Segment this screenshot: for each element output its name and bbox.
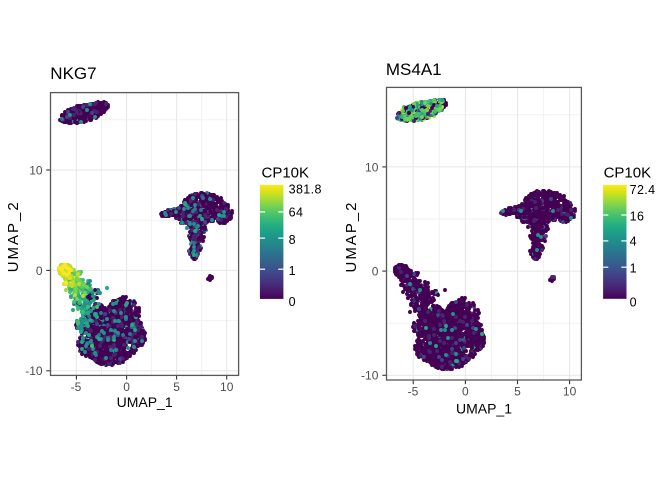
svg-text:10: 10 <box>220 380 234 394</box>
svg-text:-5: -5 <box>408 385 419 399</box>
svg-text:-10: -10 <box>361 369 379 383</box>
svg-text:1: 1 <box>630 262 637 276</box>
svg-text:MS4A1: MS4A1 <box>386 60 442 79</box>
svg-text:0: 0 <box>289 295 296 309</box>
svg-text:0: 0 <box>372 264 379 278</box>
svg-text:64: 64 <box>289 206 304 220</box>
svg-text:16: 16 <box>630 209 645 223</box>
svg-text:-5: -5 <box>71 380 82 394</box>
svg-text:10: 10 <box>563 385 577 399</box>
svg-text:0: 0 <box>123 380 130 394</box>
svg-text:10: 10 <box>29 163 43 177</box>
svg-text:5: 5 <box>514 385 521 399</box>
svg-text:5: 5 <box>173 380 180 394</box>
svg-text:-10: -10 <box>25 364 43 378</box>
svg-text:0: 0 <box>630 295 637 309</box>
svg-text:1: 1 <box>289 264 296 278</box>
svg-text:CP10K: CP10K <box>604 165 652 182</box>
svg-text:UMAP_1: UMAP_1 <box>117 394 173 410</box>
svg-text:8: 8 <box>289 233 296 247</box>
svg-text:CP10K: CP10K <box>262 165 310 182</box>
svg-text:UMAP_2: UMAP_2 <box>5 200 22 272</box>
svg-text:0: 0 <box>36 264 43 278</box>
svg-text:UMAP_1: UMAP_1 <box>456 400 512 416</box>
svg-text:381.8: 381.8 <box>289 183 322 197</box>
svg-text:NKG7: NKG7 <box>50 64 96 83</box>
svg-text:72.4: 72.4 <box>630 183 656 197</box>
svg-text:4: 4 <box>630 235 637 249</box>
svg-text:0: 0 <box>462 385 469 399</box>
svg-text:UMAP_2: UMAP_2 <box>343 200 360 272</box>
svg-text:10: 10 <box>365 161 379 175</box>
